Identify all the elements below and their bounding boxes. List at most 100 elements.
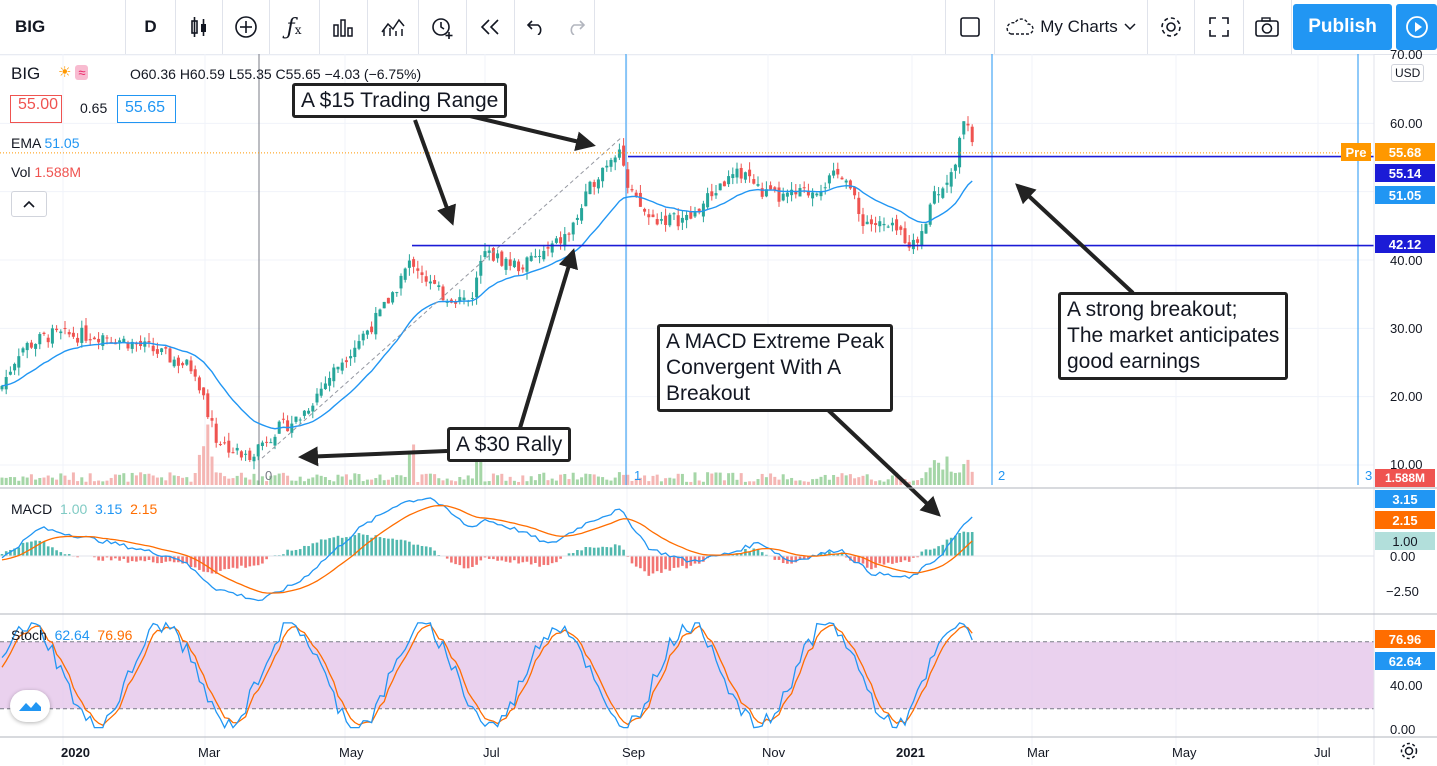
candle-body xyxy=(739,167,743,179)
volume-bar xyxy=(701,481,705,485)
annotation-trading-range[interactable]: A $15 Trading Range xyxy=(292,83,508,118)
candle-body xyxy=(403,268,407,280)
macd-hist-bar xyxy=(172,556,176,563)
stoch-k-value: 62.64 xyxy=(54,627,90,643)
candle-body xyxy=(101,335,105,347)
currency-label[interactable]: USD xyxy=(1391,64,1425,82)
arrow-range-to-mid xyxy=(413,119,456,226)
candle-body xyxy=(298,419,302,421)
macd-hist-bar xyxy=(508,556,512,563)
candle-body xyxy=(584,191,588,207)
candle-body xyxy=(42,332,46,335)
candle-body xyxy=(151,345,155,352)
macd-hist-bar xyxy=(672,556,676,568)
macd-hist-bar xyxy=(571,553,575,556)
candle-body xyxy=(50,328,54,344)
bid-price-box[interactable]: 55.00 xyxy=(10,95,62,123)
time-axis-settings-button[interactable] xyxy=(1399,741,1419,766)
volume-bar xyxy=(932,460,936,485)
volume-bar xyxy=(336,474,340,485)
my-charts-button[interactable]: My Charts xyxy=(993,0,1148,54)
macd-hist-bar xyxy=(521,556,525,563)
candle-body xyxy=(189,360,193,372)
volume-bar xyxy=(59,473,63,485)
indicator-templates-button[interactable] xyxy=(367,0,419,54)
volume-bar xyxy=(941,469,945,485)
fullscreen-button[interactable] xyxy=(1194,0,1244,54)
candle-body xyxy=(46,337,50,343)
macd-hist-bar xyxy=(0,554,4,556)
macd-hist-bar xyxy=(433,550,436,556)
annotation-breakout-line-2: The market anticipates xyxy=(1067,324,1280,347)
volume-bar xyxy=(655,474,659,485)
volume-bar xyxy=(470,478,474,485)
macd-hist-bar xyxy=(332,537,336,556)
chart-templates-icon xyxy=(380,18,405,36)
volume-bar xyxy=(533,480,537,485)
annotation-macd-peak[interactable]: A MACD Extreme Peak Convergent With A Br… xyxy=(657,324,894,412)
candle-body xyxy=(748,169,752,177)
macd-legend-label: MACD xyxy=(11,501,53,517)
volume-bar xyxy=(521,475,525,485)
macd-hist-bar xyxy=(891,556,894,564)
indicators-button[interactable]: ƒx xyxy=(269,0,320,54)
volume-bar xyxy=(916,480,920,485)
annotation-rally[interactable]: A $30 Rally xyxy=(447,427,572,462)
macd-hist-bar xyxy=(462,556,466,569)
candle-body xyxy=(664,215,668,225)
ask-price-box[interactable]: 55.65 xyxy=(117,95,176,123)
settings-button[interactable] xyxy=(1147,0,1195,54)
stoch-d-value: 76.96 xyxy=(97,627,133,643)
macd-hist-bar xyxy=(345,537,348,556)
volume-bar xyxy=(928,467,932,485)
layout-button[interactable] xyxy=(945,0,995,54)
symbol-search-button[interactable]: BIG xyxy=(0,0,126,54)
macd-hist-bar xyxy=(307,546,310,556)
publish-button[interactable]: Publish xyxy=(1293,4,1392,50)
stoch-d-tag: 76.96 xyxy=(1375,630,1435,648)
chart-type-button[interactable] xyxy=(175,0,223,54)
replay-button[interactable] xyxy=(466,0,515,54)
compare-button[interactable] xyxy=(222,0,270,54)
volume-bar xyxy=(164,480,168,485)
alert-button[interactable] xyxy=(418,0,467,54)
interval-button[interactable]: D xyxy=(126,0,176,54)
candle-body xyxy=(634,192,638,197)
candle-body xyxy=(181,363,185,366)
undo-button[interactable] xyxy=(514,0,558,54)
redo-button[interactable] xyxy=(558,0,595,54)
macd-legend[interactable]: MACD 1.00 3.15 2.15 xyxy=(11,501,157,517)
volume-bar xyxy=(361,481,365,485)
time-label-jul-2021: Jul xyxy=(1314,745,1331,760)
spread-value: 0.65 xyxy=(80,100,108,116)
ema-legend[interactable]: EMA 51.05 xyxy=(11,135,80,151)
candle-body xyxy=(743,172,747,180)
volume-bar xyxy=(802,481,806,485)
candle-body xyxy=(67,332,71,335)
replay-play-button[interactable] xyxy=(1396,4,1437,50)
chart-canvas[interactable] xyxy=(0,54,1437,765)
volume-legend[interactable]: Vol 1.588M xyxy=(11,164,81,180)
candle-body xyxy=(416,268,420,271)
volume-bar xyxy=(449,480,453,485)
candle-body xyxy=(617,149,621,158)
snapshot-button[interactable] xyxy=(1243,0,1292,54)
volume-bar xyxy=(508,476,512,485)
tradingview-logo[interactable] xyxy=(10,690,50,722)
support-resistance-lines xyxy=(0,152,1374,247)
volume-bar xyxy=(13,477,17,485)
volume-bar xyxy=(214,472,218,485)
macd-hist-bar xyxy=(937,546,940,556)
camera-icon xyxy=(1255,17,1279,37)
collapse-legend-button[interactable] xyxy=(11,191,47,217)
macd-hist-bar xyxy=(324,539,327,556)
candle-body xyxy=(643,208,647,212)
volume-bar xyxy=(349,479,353,485)
annotation-breakout[interactable]: A strong breakout; The market anticipate… xyxy=(1058,292,1289,380)
volume-bar xyxy=(143,474,147,485)
stoch-legend[interactable]: Stoch 62.64 76.96 xyxy=(11,627,132,643)
candle-body xyxy=(693,212,697,217)
candle-body xyxy=(361,333,365,341)
templates-button[interactable] xyxy=(319,0,368,54)
candle-body xyxy=(97,338,101,343)
